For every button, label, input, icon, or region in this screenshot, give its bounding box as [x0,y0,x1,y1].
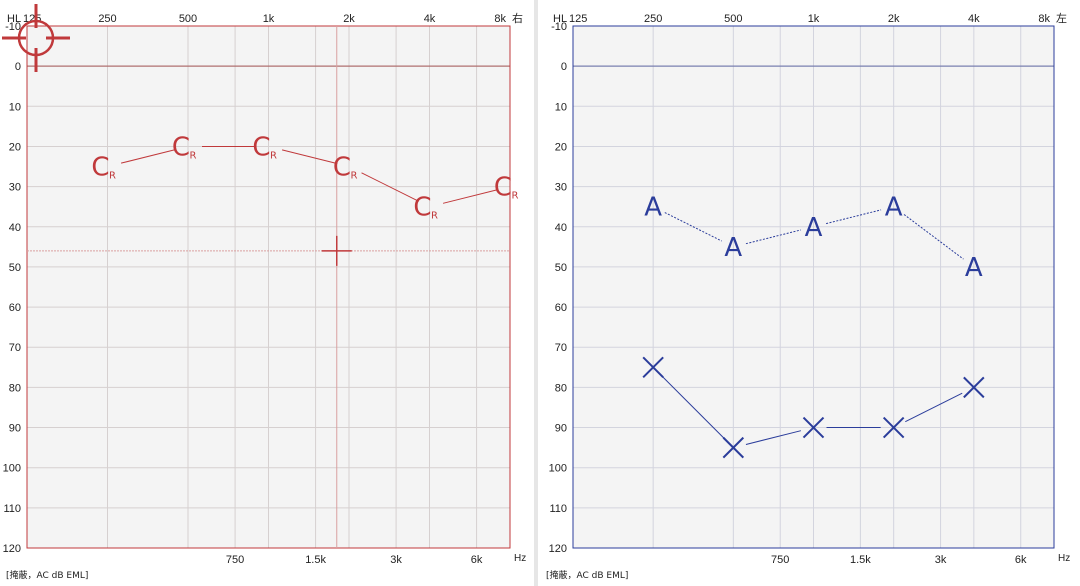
x-tick-label-top: 500 [179,13,197,25]
y-tick-label: 110 [549,503,567,515]
y-tick-label: 80 [555,382,567,394]
y-tick-label: 0 [561,61,567,73]
y-tick-label: 10 [555,101,567,113]
series-a-line-segment [903,214,964,260]
right-ear-audiogram-panel: HL 125 250 500 1k 2k 4k 8k 右 750 1.5k 3k 6k Hz -10 0 10 2… [2,4,526,581]
series-x-line-segment [905,392,963,423]
series-a-line-segment [825,209,882,225]
data-point-marker-subscript: R [270,150,277,161]
x-tick-label-top: 2k [888,13,900,25]
data-point-marker: C [252,132,270,162]
footer-note: [掩蔽，AC dB EML] [6,569,88,581]
y-tick-label: 90 [9,423,21,435]
series-x-line-segment [661,376,725,439]
y-tick-label: 120 [3,543,21,555]
series-line-segment [120,148,177,164]
ear-label: 左 [1056,12,1067,25]
y-tick-label: 100 [3,463,21,475]
y-tick-label: 40 [555,222,567,234]
footer-note: [掩蔽，AC dB EML] [546,569,628,581]
y-tick-label: 30 [9,182,21,194]
y-tick-label: 40 [9,222,21,234]
y-tick-label: 70 [555,342,567,354]
x-tick-label-bottom: 1.5k [850,554,871,566]
x-marker-stroke-b [963,376,985,399]
x-tick-label-top: 4k [968,13,980,25]
plot-frame [26,25,511,549]
a-marker: A [724,233,742,263]
data-point-marker-subscript: R [512,191,519,202]
x-tick-label-top: 1k [263,13,275,25]
x-tick-label-top: 8k [1038,13,1050,25]
x-marker-stroke-b [802,416,825,439]
x-tick-label-bottom: 3k [935,554,947,566]
x-tick-label-top: 125 [569,13,587,25]
y-tick-label: 90 [555,423,567,435]
hl-label: HL [7,13,21,25]
y-tick-label: 60 [555,302,567,314]
y-tick-label: 100 [549,463,567,475]
x-tick-label-bottom: 6k [1015,554,1027,566]
a-marker: A [805,213,823,243]
y-tick-label: 80 [9,382,21,394]
y-tick-label: 50 [9,262,21,274]
x-tick-label-bottom: 6k [471,554,483,566]
series-a-line-segment [664,212,722,242]
x-tick-label-top: 500 [724,13,742,25]
a-marker: A [644,193,662,223]
series-line-segment [281,149,338,165]
series-line-segment [361,172,419,202]
x-unit-label: Hz [514,553,526,564]
y-tick-label: 20 [555,141,567,153]
data-point-marker-subscript: R [190,150,197,161]
x-tick-label-top: 1k [808,13,820,25]
x-marker-stroke-b [722,436,745,459]
data-point-marker: C [91,153,109,183]
x-tick-label-top: 2k [343,13,355,25]
left-ear-audiogram-chart: HL 125 250 500 1k 2k 4k 8k 左 750 1.5k 3k 6k Hz -10 0 10 2… [546,12,1070,581]
a-marker: A [965,253,983,283]
data-point-marker: C [494,173,512,203]
panel-divider [534,0,538,586]
x-tick-label-top: 4k [424,13,436,25]
y-tick-label: -10 [551,21,567,33]
y-tick-label: 70 [9,342,21,354]
x-tick-label-bottom: 750 [771,554,789,566]
left-ear-audiogram-panel: HL 125 250 500 1k 2k 4k 8k 左 750 1.5k 3k 6k Hz -10 0 10 2… [540,0,1080,586]
plot-frame [572,25,1055,549]
data-point-marker-subscript: R [431,211,438,222]
x-tick-label-top: 250 [98,13,116,25]
x-unit-label: Hz [1058,553,1070,564]
y-tick-label: 10 [9,101,21,113]
y-tick-label: 20 [9,141,21,153]
y-tick-label: 0 [15,61,21,73]
y-tick-label: 60 [9,302,21,314]
data-point-marker-subscript: R [109,171,116,182]
ear-label: 右 [512,11,523,25]
data-point-marker: C [333,153,351,183]
x-tick-label-top: 250 [644,13,662,25]
series-x-line-segment [745,430,802,445]
data-point-marker-subscript: R [351,171,358,182]
y-tick-label: 110 [3,503,21,515]
series-a-line-segment [745,229,802,245]
y-tick-label: 30 [555,182,567,194]
x-tick-label-top: 8k [494,13,506,25]
a-marker: A [885,193,903,223]
y-tick-label: 50 [555,262,567,274]
x-tick-label-bottom: 750 [226,554,244,566]
hl-label: HL [553,13,567,25]
x-marker-stroke-b [882,416,905,439]
x-tick-label-bottom: 1.5k [305,554,326,566]
x-tick-label-bottom: 3k [390,554,402,566]
y-tick-label: -10 [5,21,21,33]
series-line-segment [442,189,499,204]
y-tick-label: 120 [549,543,567,555]
data-point-marker: C [172,132,190,162]
data-point-marker: C [413,193,431,223]
x-marker-stroke-b [642,356,664,379]
